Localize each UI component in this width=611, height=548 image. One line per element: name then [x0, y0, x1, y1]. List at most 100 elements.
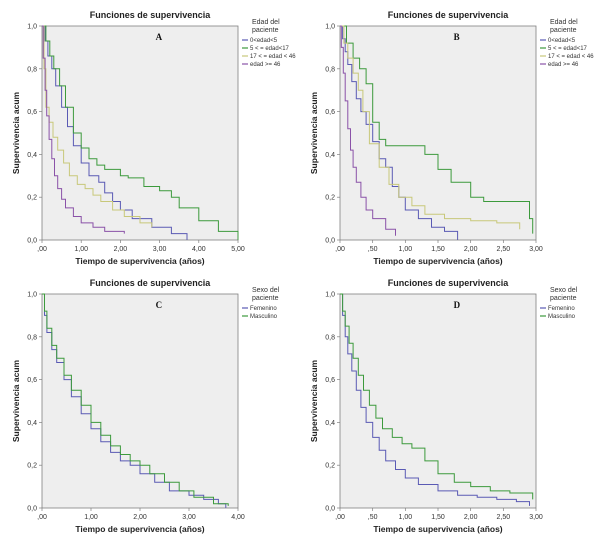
x-tick-label: 1,00: [399, 514, 413, 521]
x-tick-label: 2,50: [497, 246, 511, 253]
survival-chart-d: Funciones de supervivencia D 0,0 0,2 0,4 0,6 0…: [308, 274, 598, 536]
chart-svg-d: Funciones de supervivencia D 0,0 0,2 0,4 0,6 0…: [309, 278, 578, 534]
legend-label: edad >= 46: [250, 62, 281, 68]
y-tick-label: 0,0: [27, 238, 37, 245]
legend-title: Edad del paciente: [252, 19, 280, 34]
x-tick-label: ,00: [37, 246, 47, 253]
legend-label: 5 < = edad<17: [250, 46, 290, 52]
survival-curve-2: [340, 25, 521, 230]
y-tick-label: 0,0: [325, 238, 335, 245]
legend-label: 17 < = edad < 46: [250, 54, 296, 60]
chart-title: Funciones de supervivencia: [388, 278, 510, 288]
legend-label: 0<edad<5: [250, 38, 278, 44]
chart-title: Funciones de supervivencia: [90, 10, 212, 20]
y-tick-label: 0,4: [325, 152, 335, 159]
y-tick-label: 0,4: [325, 420, 335, 427]
x-tick-label: 1,00: [74, 246, 88, 253]
y-tick-label: 0,0: [27, 506, 37, 513]
y-axis-title: Supervivencia acum: [309, 359, 319, 442]
x-tick-label: ,50: [368, 514, 378, 521]
chart-title: Funciones de supervivencia: [388, 10, 510, 20]
panel-letter: A: [156, 32, 163, 42]
y-axis-title: Supervivencia acum: [309, 91, 319, 174]
survival-curve-3: [42, 25, 125, 234]
y-tick-label: 0,2: [325, 463, 335, 470]
y-tick-label: 0,0: [325, 506, 335, 513]
y-tick-label: 0,6: [325, 377, 335, 384]
legend-label: 0<edad<5: [548, 38, 576, 44]
x-axis-title: Tiempo de supervivencia (años): [75, 524, 204, 534]
y-tick-label: 1,0: [27, 24, 37, 31]
y-tick-label: 0,8: [27, 334, 37, 341]
x-axis-title: Tiempo de supervivencia (años): [75, 256, 204, 266]
survival-curve-1: [42, 25, 239, 240]
survival-curve-0: [340, 293, 530, 506]
legend-label: Femenino: [250, 306, 277, 312]
y-tick-label: 0,8: [325, 66, 335, 73]
y-tick-label: 0,6: [27, 109, 37, 116]
y-tick-label: 0,4: [27, 152, 37, 159]
x-tick-label: 3,00: [529, 514, 543, 521]
panel-letter: D: [454, 300, 461, 310]
legend-label: Masculino: [250, 314, 278, 320]
chart-svg-a: Funciones de supervivencia A 0,0 0,2 0,4 0,6 0…: [11, 10, 296, 266]
y-axis-title: Supervivencia acum: [11, 91, 21, 174]
panel-letter: C: [156, 300, 163, 310]
x-tick-label: ,00: [37, 514, 47, 521]
legend-title: Edad del paciente: [550, 19, 578, 34]
legend-label: Masculino: [548, 314, 576, 320]
x-tick-label: 2,00: [464, 514, 478, 521]
chart-svg-c: Funciones de supervivencia C 0,0 0,2 0,4 0,6 0…: [11, 278, 280, 534]
survival-curve-0: [340, 25, 459, 240]
survival-chart-c: Funciones de supervivencia C 0,0 0,2 0,4 0,6 0…: [10, 274, 300, 536]
x-tick-label: 5,00: [231, 246, 245, 253]
chart-title: Funciones de supervivencia: [90, 278, 212, 288]
survival-curve-1: [42, 293, 229, 506]
survival-chart-a: Funciones de supervivencia A 0,0 0,2 0,4 0,6 0…: [10, 6, 300, 268]
x-tick-label: 3,00: [153, 246, 167, 253]
legend-label: 17 < = edad < 46: [548, 54, 594, 60]
x-axis-title: Tiempo de supervivencia (años): [373, 524, 502, 534]
x-axis-title: Tiempo de supervivencia (años): [373, 256, 502, 266]
x-tick-label: 1,00: [84, 514, 98, 521]
y-tick-label: 0,6: [325, 109, 335, 116]
y-tick-label: 1,0: [325, 292, 335, 299]
x-tick-label: ,00: [335, 514, 345, 521]
y-tick-label: 0,2: [27, 463, 37, 470]
x-tick-label: 1,50: [431, 514, 445, 521]
legend-title: Sexo del paciente: [550, 287, 578, 302]
x-tick-label: 3,00: [182, 514, 196, 521]
x-tick-label: 1,00: [399, 246, 413, 253]
y-tick-label: 0,6: [27, 377, 37, 384]
x-tick-label: 1,50: [431, 246, 445, 253]
survival-curve-2: [42, 25, 153, 228]
survival-curve-1: [340, 293, 534, 500]
x-tick-label: 4,00: [192, 246, 206, 253]
plot-area: [41, 293, 239, 509]
y-tick-label: 0,2: [325, 195, 335, 202]
x-tick-label: 2,00: [114, 246, 128, 253]
survival-curve-1: [340, 25, 534, 234]
x-tick-label: 2,00: [464, 246, 478, 253]
x-tick-label: 2,50: [497, 514, 511, 521]
survival-curve-3: [340, 25, 396, 236]
y-axis-title: Supervivencia acum: [11, 359, 21, 442]
y-tick-label: 0,2: [27, 195, 37, 202]
legend-label: edad >= 46: [548, 62, 579, 68]
chart-svg-b: Funciones de supervivencia B 0,0 0,2 0,4 0,6 0…: [309, 10, 594, 266]
y-tick-label: 1,0: [27, 292, 37, 299]
y-tick-label: 0,4: [27, 420, 37, 427]
x-tick-label: 4,00: [231, 514, 245, 521]
legend-label: Femenino: [548, 306, 575, 312]
x-tick-label: ,00: [335, 246, 345, 253]
survival-curve-0: [42, 25, 188, 240]
survival-chart-b: Funciones de supervivencia B 0,0 0,2 0,4 0,6 0…: [308, 6, 598, 268]
y-tick-label: 1,0: [325, 24, 335, 31]
legend-title: Sexo del paciente: [252, 287, 280, 302]
x-tick-label: ,50: [368, 246, 378, 253]
legend-label: 5 < = edad<17: [548, 46, 588, 52]
y-tick-label: 0,8: [325, 334, 335, 341]
x-tick-label: 3,00: [529, 246, 543, 253]
y-tick-label: 0,8: [27, 66, 37, 73]
x-tick-label: 2,00: [133, 514, 147, 521]
